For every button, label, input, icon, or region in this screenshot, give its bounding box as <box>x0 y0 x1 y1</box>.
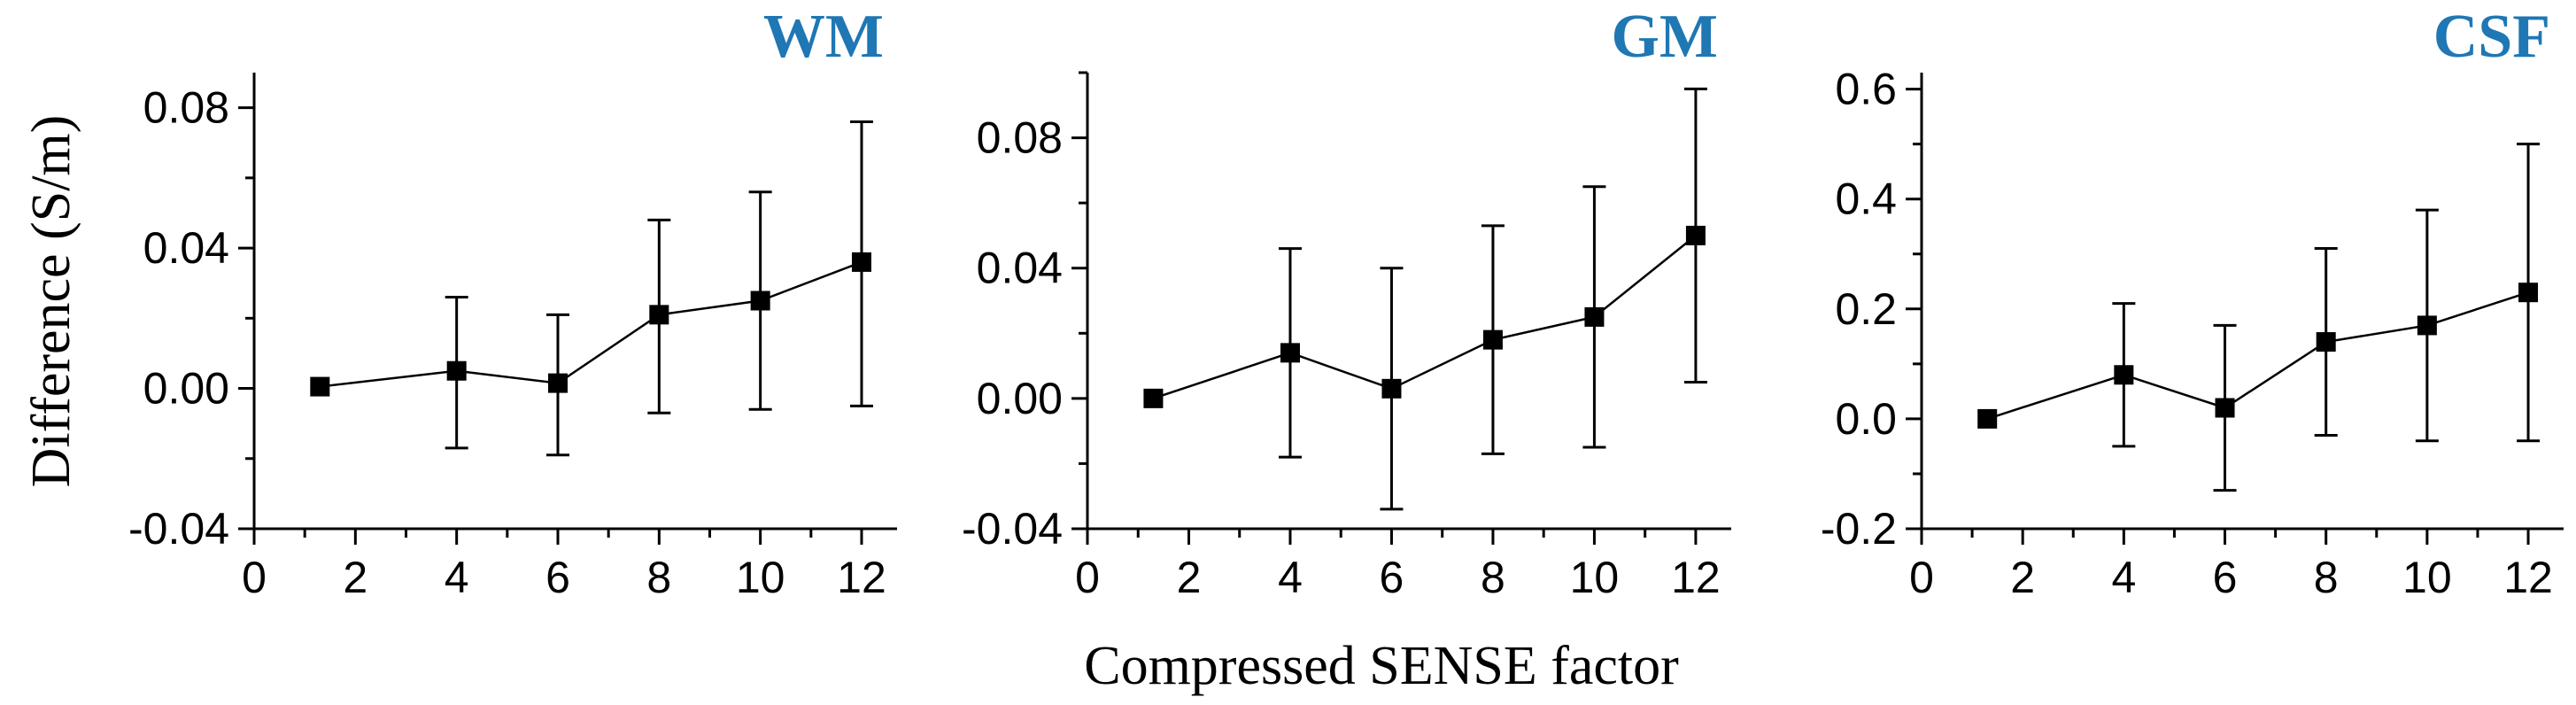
y-tick-label: -0.04 <box>128 504 229 554</box>
data-point <box>851 252 871 272</box>
y-tick-label: 0.04 <box>143 223 229 273</box>
x-tick-label: 6 <box>1380 553 1404 602</box>
x-tick-label: 4 <box>445 553 469 602</box>
x-tick-label: 0 <box>1909 553 1934 602</box>
x-tick-label: 2 <box>2010 553 2035 602</box>
data-point <box>750 291 770 311</box>
data-point <box>1280 343 1300 363</box>
panel-csf: 0 2 4 6 8 10 12 -0.2 0.0 0.2 0.4 0.6 CSF <box>1821 3 2564 602</box>
x-tick-label: 10 <box>1570 553 1620 602</box>
x-tick-label: 0 <box>1075 553 1100 602</box>
x-tick-label: 10 <box>2402 553 2452 602</box>
data-point <box>446 360 467 381</box>
panel-title: CSF <box>2433 3 2550 71</box>
data-point <box>2417 315 2437 336</box>
x-tick-label: 2 <box>343 553 367 602</box>
data-point <box>547 373 568 393</box>
y-tick-label: 0.08 <box>143 83 229 133</box>
y-tick-label: 0.0 <box>1835 394 1897 444</box>
panel-title: WM <box>763 3 884 71</box>
x-tick-label: 2 <box>1177 553 1202 602</box>
y-tick-label: 0.00 <box>143 364 229 414</box>
data-point <box>2518 283 2539 303</box>
data-point <box>649 305 669 325</box>
series-line <box>1153 234 1697 400</box>
data-point <box>2114 365 2134 385</box>
y-tick-label: -0.04 <box>962 504 1063 554</box>
x-tick-label: 8 <box>2314 553 2339 602</box>
panel-wm: 0 2 4 6 8 10 12 -0.04 0.00 0.04 0.08 WM <box>128 3 897 602</box>
data-point <box>1381 378 1402 399</box>
y-tick-label: 0.2 <box>1835 284 1897 334</box>
data-point <box>2215 398 2235 418</box>
data-point <box>2316 332 2336 352</box>
y-tick-label: 0.04 <box>977 244 1063 293</box>
x-tick-label: 6 <box>545 553 570 602</box>
y-tick-label: 0.6 <box>1835 65 1897 114</box>
x-tick-label: 12 <box>1671 553 1721 602</box>
series-line <box>320 260 863 388</box>
data-point <box>310 376 330 397</box>
x-tick-label: 12 <box>837 553 886 602</box>
y-tick-label: 0.08 <box>977 113 1063 163</box>
x-axis-title: Compressed SENSE factor <box>1084 636 1679 696</box>
x-tick-label: 4 <box>1278 553 1303 602</box>
y-tick-label: 0.00 <box>977 374 1063 423</box>
data-point <box>1584 306 1605 327</box>
x-tick-label: 0 <box>242 553 267 602</box>
data-point <box>1482 329 1503 350</box>
panel-gm: 0 2 4 6 8 10 12 -0.04 0.00 0.04 0.08 GM <box>962 3 1731 602</box>
data-point <box>1143 388 1164 408</box>
x-tick-label: 8 <box>646 553 671 602</box>
x-tick-label: 10 <box>736 553 785 602</box>
x-tick-label: 12 <box>2503 553 2553 602</box>
x-tick-label: 4 <box>2111 553 2136 602</box>
y-tick-label: -0.2 <box>1821 504 1897 554</box>
data-point <box>1685 225 1706 245</box>
y-tick-label: 0.4 <box>1835 174 1897 224</box>
y-axis-title: Difference (S/m) <box>21 115 81 488</box>
x-tick-label: 8 <box>1481 553 1505 602</box>
panel-title: GM <box>1611 3 1718 71</box>
data-point <box>1977 408 1998 429</box>
x-tick-label: 6 <box>2213 553 2238 602</box>
series-line <box>1986 291 2529 421</box>
